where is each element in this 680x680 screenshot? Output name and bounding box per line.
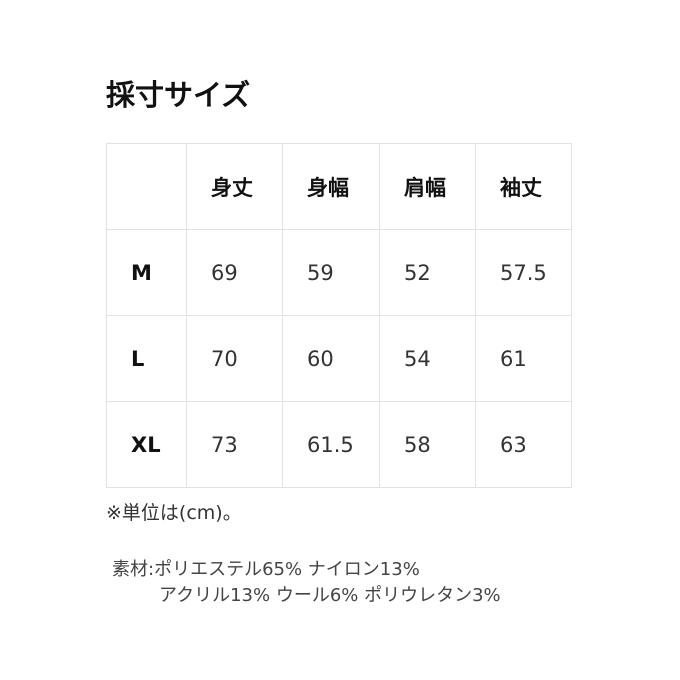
table-row: M 69 59 52 57.5: [106, 229, 572, 316]
material-line: アクリル13% ウール6% ポリウレタン3%: [159, 585, 501, 606]
table-row: XL 73 61.5 58 63: [106, 401, 572, 488]
size-label: M: [106, 229, 187, 316]
table-cell: 58: [379, 401, 476, 488]
size-table: 身丈 身幅 肩幅 袖丈 M 69 59 52 57.5 L 70 60 54 6…: [106, 143, 572, 488]
size-label: L: [106, 315, 187, 402]
table-cell: 52: [379, 229, 476, 316]
table-cell: 59: [282, 229, 380, 316]
table-cell: 54: [379, 315, 476, 402]
page-title: 採寸サイズ: [106, 78, 251, 112]
header-cell: 身幅: [282, 143, 380, 230]
table-row: L 70 60 54 61: [106, 315, 572, 402]
header-cell: 袖丈: [475, 143, 572, 230]
table-cell: 57.5: [475, 229, 572, 316]
header-cell: 肩幅: [379, 143, 476, 230]
size-label: XL: [106, 401, 187, 488]
table-cell: 61: [475, 315, 572, 402]
header-cell: [106, 143, 187, 230]
table-cell: 73: [186, 401, 283, 488]
header-cell: 身丈: [186, 143, 283, 230]
material-line: 素材:ポリエステル65% ナイロン13%: [112, 559, 420, 580]
table-cell: 63: [475, 401, 572, 488]
table-cell: 60: [282, 315, 380, 402]
table-cell: 70: [186, 315, 283, 402]
table-cell: 61.5: [282, 401, 380, 488]
material-info: 素材:ポリエステル65% ナイロン13% アクリル13% ウール6% ポリウレタ…: [112, 557, 501, 609]
table-header-row: 身丈 身幅 肩幅 袖丈: [106, 143, 572, 230]
unit-note: ※単位は(cm)。: [106, 502, 242, 524]
table-cell: 69: [186, 229, 283, 316]
